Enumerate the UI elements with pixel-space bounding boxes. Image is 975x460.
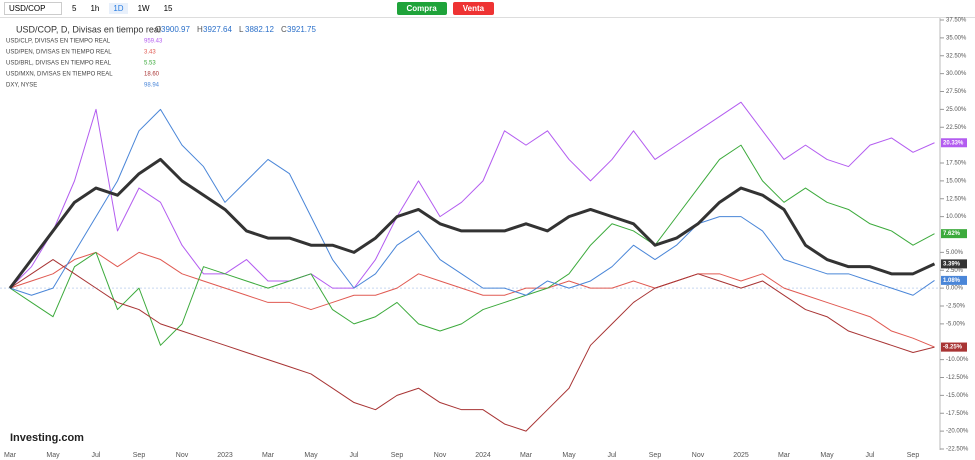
x-tick-label: Jul [608,452,617,459]
buy-button[interactable]: Compra [396,2,447,15]
end-label-box [941,259,967,269]
series-line [9,144,935,346]
legend-value: 98.94 [144,83,160,89]
y-tick-label: -22.50% [946,447,969,453]
y-tick-label: 15.00% [946,178,967,184]
ohlc-value: 3921.75 [287,25,316,34]
legend-value: 959.43 [144,39,163,45]
end-label: -8.25% [943,345,963,351]
ohlc-value: C [281,25,287,34]
end-label-box [941,138,967,148]
y-tick-label: -2.50% [946,304,966,310]
toolbar: USD/COP 5 1h 1D 1W 15 Compra Venta [0,0,975,18]
y-tick-label: 37.50% [946,18,967,24]
y-tick-label: -17.50% [946,411,969,417]
x-tick-label: Mar [262,452,275,459]
end-label: 1.08% [943,278,961,284]
y-tick-label: 32.50% [946,53,967,59]
x-tick-label: May [304,452,318,459]
timeframe[interactable]: 15 [163,4,173,13]
legend-value: 3921.75 [6,15,31,22]
ohlc-value: 3927.64 [203,25,232,34]
y-tick-label: 17.50% [946,161,967,167]
y-tick-label: -15.00% [946,393,969,399]
sell-button[interactable]: Venta [452,2,495,15]
x-tick-label: May [562,452,576,459]
x-tick-label: Mar [4,452,17,459]
x-tick-label: May [820,452,834,459]
x-tick-label: Nov [434,452,447,459]
y-tick-label: 5.00% [946,250,964,256]
timeframe[interactable]: 1W [137,4,150,13]
y-tick-label: 10.00% [946,214,967,220]
legend-name: USD/PEN, DIVISAS EN TIEMPO REAL [6,50,112,56]
legend-name: USD/BRL, DIVISAS EN TIEMPO REAL [6,61,112,67]
ohlc-value: O [155,25,161,34]
x-tick-label: Nov [176,452,189,459]
brand: Investing.com [10,432,84,444]
x-tick-label: 2025 [733,452,749,459]
symbol-input[interactable]: USD/COP [4,2,62,15]
x-tick-label: Nov [692,452,705,459]
y-tick-label: -12.50% [946,375,969,381]
end-label: 3.39% [943,261,961,267]
timeframe[interactable]: 5 [72,4,77,13]
y-tick-label: 27.50% [946,89,967,95]
legend-name: DXY, NYSE [6,83,37,89]
ohlc-value: H [197,25,203,34]
legend-name: USD/MXN, DIVISAS EN TIEMPO REAL [6,72,113,78]
series-line [9,251,935,348]
x-tick-label: Jul [350,452,359,459]
x-tick-label: Jul [866,452,875,459]
ohlc-value: L [239,25,244,34]
ohlc-value: 3900.97 [161,25,190,34]
x-tick-label: 2023 [217,452,233,459]
timeframe[interactable]: 1h [90,4,100,13]
y-tick-label: 35.00% [946,35,967,41]
end-label-box [941,275,967,285]
x-tick-label: Sep [907,452,920,459]
y-tick-label: -5.00% [946,321,966,327]
legend-value: 18.60 [144,72,160,78]
x-tick-label: Mar [520,452,533,459]
series-line [8,157,936,290]
x-tick-label: Sep [649,452,662,459]
series-line [9,108,935,296]
end-label-box [941,342,967,352]
legend-name: USD/CLP, DIVISAS EN TIEMPO REAL [6,39,111,45]
legend-value: 3.43 [144,50,156,56]
legend-value: 5.53 [144,61,156,67]
series-line [9,259,935,432]
y-tick-label: 2.50% [946,268,964,274]
y-tick-label: 30.00% [946,71,967,77]
chart-title: USD/COP, D, Divisas en tiempo real [16,24,161,34]
y-tick-label: 0.00% [946,286,964,292]
y-tick-label: 25.00% [946,107,967,113]
x-tick-label: Sep [133,452,146,459]
end-label: 7.62% [943,231,961,237]
series-line [9,101,935,289]
x-tick-label: Mar [778,452,791,459]
x-tick-label: May [46,452,60,459]
end-label-box [941,229,967,239]
y-tick-label: -20.00% [946,429,969,435]
ohlc-value: 3882.12 [245,25,274,34]
x-tick-label: Jul [92,452,101,459]
x-tick-label: Sep [391,452,404,459]
y-tick-label: 12.50% [946,196,967,202]
x-tick-label: 2024 [475,452,491,459]
y-tick-label: 22.50% [946,125,967,131]
timeframe[interactable]: 1D [109,3,128,14]
end-label: 20.33% [943,140,964,146]
y-tick-label: -10.00% [946,357,969,363]
